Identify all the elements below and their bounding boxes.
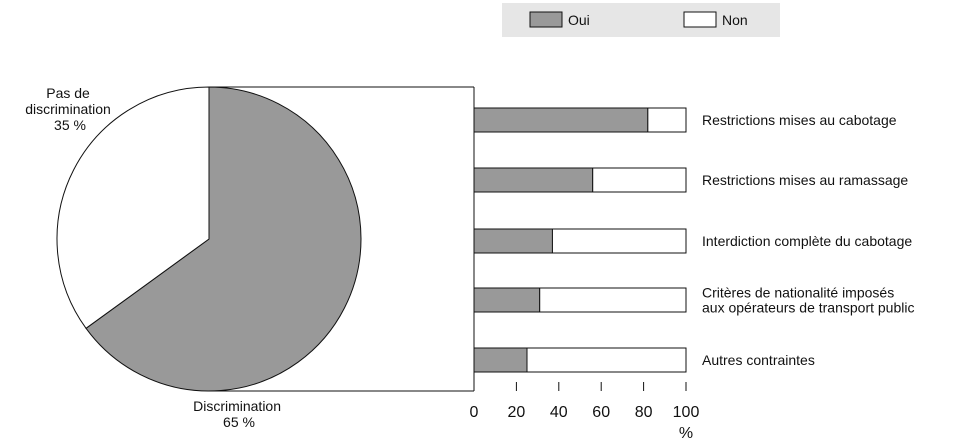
pie-label-pas-line-2: discrimination <box>25 101 111 117</box>
category-label-3: Critères de nationalité imposés aux opéra… <box>702 285 914 316</box>
legend-label-non: Non <box>722 12 748 28</box>
legend: Oui Non <box>502 3 780 37</box>
pie-label-discrimination: Discrimination 65 % <box>193 398 285 430</box>
x-tick-label-40: 40 <box>550 404 568 421</box>
pie-slice-discrimination <box>85 86 362 392</box>
x-tick-label-60: 60 <box>592 404 610 421</box>
bar-non-2 <box>551 228 687 254</box>
bar-oui-1 <box>473 167 594 193</box>
bar-non-0 <box>647 107 687 133</box>
x-tick-label-0: 0 <box>470 404 479 421</box>
x-tick-label-80: 80 <box>635 404 653 421</box>
pie-label-discrimination-line-2: 65 % <box>223 414 255 430</box>
category-label-0: Restrictions mises au cabotage <box>702 112 897 128</box>
pie-label-pas-line-1: Pas de <box>46 85 90 101</box>
legend-swatch-oui <box>529 11 563 28</box>
bar-oui-2 <box>473 228 553 254</box>
pie-label-pas-de-discrimination: Pas de discrimination 35 % <box>25 85 114 133</box>
bar-oui-0 <box>473 107 649 133</box>
bar-non-3 <box>539 287 687 313</box>
bar-non-1 <box>592 167 687 193</box>
pie-label-pas-line-3: 35 % <box>54 117 86 133</box>
x-tick-label-100: 100 <box>673 404 700 421</box>
legend-label-oui: Oui <box>568 12 590 28</box>
bar-non-4 <box>526 347 687 373</box>
pie-label-discrimination-line-1: Discrimination <box>193 398 281 414</box>
x-tick-label-20: 20 <box>508 404 526 421</box>
pie-slice-pas-de-discrimination <box>56 86 210 330</box>
category-label-1: Restrictions mises au ramassage <box>702 172 908 188</box>
legend-swatch-non <box>683 11 717 28</box>
category-label-2: Interdiction complète du cabotage <box>702 233 912 249</box>
bar-oui-3 <box>473 287 541 313</box>
pie-chart <box>56 86 362 392</box>
x-axis-label: % <box>679 425 693 441</box>
category-label-4: Autres contraintes <box>702 352 815 368</box>
bar-chart: 0 20 40 60 80 100% Restrictions mises au cabot… <box>470 87 914 441</box>
bar-oui-4 <box>473 347 528 373</box>
